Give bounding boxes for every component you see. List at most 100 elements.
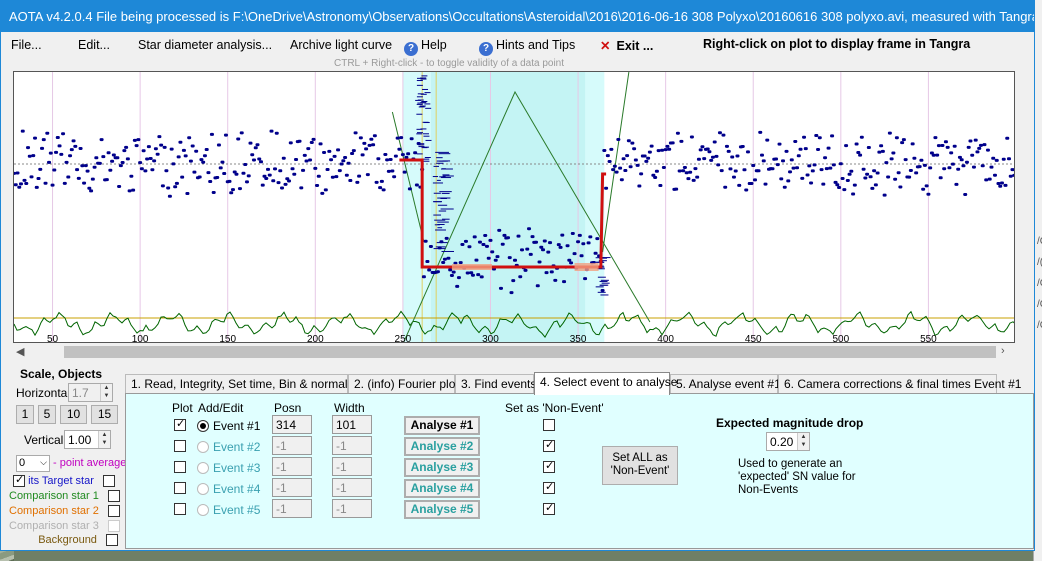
scale-1-button[interactable]: 1 [16,405,34,424]
event-5-posn-field[interactable]: -1 [272,499,312,518]
event-3-posn-field[interactable]: -1 [272,457,312,476]
analyse-3-button[interactable]: Analyse #3 [404,458,480,477]
scroll-right-icon[interactable]: › [1001,345,1005,357]
event-2-non-event-checkbox[interactable] [543,438,555,452]
menu-file[interactable]: File... [11,38,42,52]
target-star-checkbox[interactable] [102,475,115,488]
event-3-non-event-checkbox[interactable] [543,459,555,473]
expected-mag-drop-spinner[interactable]: 0.20 ▲ ▼ [766,432,810,451]
event-4-non-event-checkbox[interactable] [543,480,555,494]
target-star-point [527,227,532,231]
target-star-point [842,188,847,192]
analyse-5-button[interactable]: Analyse #5 [404,500,480,519]
event-1-posn-field[interactable]: 314 [272,415,312,434]
light-curve-svg[interactable]: 50 100 150 200 250 300 350 400 450 500 550 [14,72,1015,343]
event-1-non-event-checkbox[interactable] [543,419,555,431]
background-text-fragment: /C [1037,299,1042,310]
scale-5-button[interactable]: 5 [38,405,56,424]
analyse-1-button[interactable]: Analyse #1 [404,416,480,435]
scroll-left-icon[interactable]: ◀ [16,346,25,358]
target-star-point [588,235,593,239]
tab-read-integrity[interactable]: 1. Read, Integrity, Set time, Bin & norm… [125,374,363,394]
event-3-radio[interactable]: Event #3 [197,460,260,475]
object-row-target[interactable]: its Target star [13,473,115,488]
target-star-point [448,268,453,272]
menu-edit[interactable]: Edit... [78,38,110,52]
comparison-star-3-checkbox[interactable] [107,520,120,533]
target-plot-checkbox[interactable] [13,473,25,488]
scale-15-button[interactable]: 15 [91,405,118,424]
target-star-point [647,150,652,154]
menu-star-diameter[interactable]: Star diameter analysis... [138,38,273,52]
target-star-point [315,183,320,187]
target-star-point [717,131,722,135]
target-star-point [357,174,362,178]
vertical-scale-spinner[interactable]: 1.00 ▲ ▼ [64,430,111,449]
event-2-plot-checkbox[interactable] [174,440,186,452]
target-star-point [292,172,297,176]
event-4-plot-checkbox[interactable] [174,482,186,494]
analyse-4-button[interactable]: Analyse #4 [404,479,480,498]
event-2-label: Event #2 [213,439,261,454]
event-2-width-field[interactable]: -1 [332,436,372,455]
set-all-non-event-button[interactable]: Set ALL as 'Non-Event' [602,446,678,485]
background-checkbox[interactable] [106,534,118,547]
event-3-label: Event #3 [213,460,261,475]
event-4-width-field[interactable]: -1 [332,478,372,497]
target-star-point [922,163,927,167]
spinner-arrows-icon[interactable]: ▲ ▼ [98,431,110,448]
scale-10-button[interactable]: 10 [60,405,87,424]
object-row-comp3[interactable]: Comparison star 3 [9,520,120,533]
plot-horizontal-scrollbar[interactable]: ◀ › [13,344,1015,361]
event-4-posn-field[interactable]: -1 [272,478,312,497]
target-star-point [612,164,617,168]
event-5-plot-checkbox[interactable] [174,503,186,515]
menu-archive-light-curve[interactable]: Archive light curve [290,38,393,52]
event-5-width-field[interactable]: -1 [332,499,372,518]
tab-analyse-event[interactable]: 5. Analyse event #1 [670,374,781,394]
horizontal-scale-spinner[interactable]: 1.7 ▲ ▼ [68,383,113,402]
point-average-select[interactable]: 0 ⌵ [16,455,50,472]
comparison-star-1-checkbox[interactable] [107,490,120,503]
event-2-radio[interactable]: Event #2 [197,439,260,454]
analyse-2-button[interactable]: Analyse #2 [404,437,480,456]
target-star-point [726,149,731,153]
comparison-star-2-checkbox[interactable] [107,505,120,518]
target-star-point [688,170,693,174]
event-1-radio[interactable]: Event #1 [197,418,260,433]
tab-camera-corrections[interactable]: 6. Camera corrections & final times Even… [778,374,1021,394]
object-row-comp1[interactable]: Comparison star 1 [9,490,120,503]
object-row-comp2[interactable]: Comparison star 2 [9,505,120,518]
event-4-radio[interactable]: Event #4 [197,481,260,496]
target-star-point [637,184,642,188]
event-3-plot-checkbox[interactable] [174,461,186,473]
event-5-radio[interactable]: Event #5 [197,502,260,517]
event-3-width-field[interactable]: -1 [332,457,372,476]
spinner-arrows-icon[interactable]: ▲ ▼ [100,384,112,401]
menu-exit[interactable]: ✕ Exit ... [600,38,653,53]
target-star-point [281,156,286,160]
light-curve-plot[interactable]: 50 100 150 200 250 300 350 400 450 500 550 [13,71,1015,343]
event-5-non-event-checkbox[interactable] [543,501,555,515]
target-star-point [751,164,756,168]
event-2-posn-field[interactable]: -1 [272,436,312,455]
target-star-point [667,147,672,151]
target-star-point [502,233,507,237]
x-tick-label: 100 [132,334,149,343]
tab-find-events[interactable]: 3. Find events [455,374,536,394]
tab-fourier-plot[interactable]: 2. (info) Fourier plot [348,374,459,394]
scrollbar-thumb[interactable] [64,346,996,358]
width-header: Width [334,401,365,415]
target-star-point [562,280,567,284]
spinner-arrows-icon[interactable]: ▲ ▼ [797,433,809,450]
target-star-point [344,173,349,177]
menu-hints-tips[interactable]: ? Hints and Tips [479,38,575,56]
target-star-point [348,179,353,183]
target-star-point [952,144,957,148]
object-row-background[interactable]: Background [9,534,118,547]
tab-select-event[interactable]: 4. Select event to analyse [534,372,677,395]
target-star-point [266,167,271,171]
event-1-plot-checkbox[interactable] [174,417,186,431]
event-1-width-field[interactable]: 101 [332,415,372,434]
menu-help[interactable]: ? Help [404,38,447,56]
